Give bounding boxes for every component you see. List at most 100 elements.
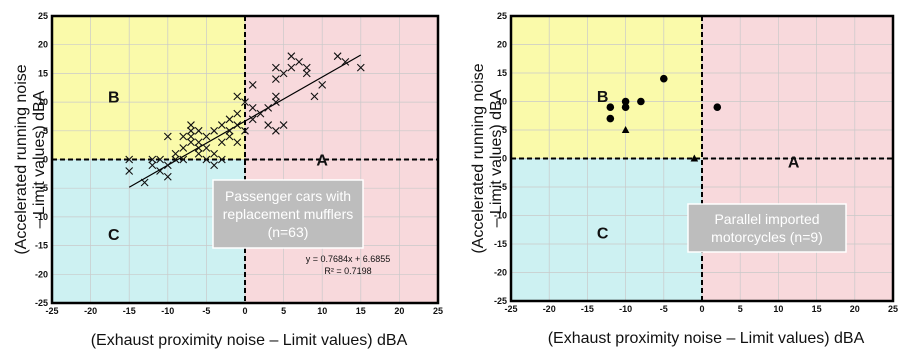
x-axis-label: (Exhaust proximity noise – Limit values)… (548, 330, 865, 347)
y-tick-label: 0 (43, 155, 48, 165)
data-point-x (333, 52, 342, 61)
data-point-x (194, 126, 203, 135)
quadrant-a-top-bg (702, 16, 893, 159)
x-tick-label: 5 (738, 304, 743, 314)
data-point-triangle (621, 126, 630, 133)
quadrant-b-bg (511, 16, 702, 159)
data-point-x (225, 126, 234, 135)
y-tick-label: 10 (38, 97, 48, 107)
data-point-x (148, 155, 157, 164)
x-tick-label: -15 (581, 304, 594, 314)
x-tick-label: 20 (394, 306, 404, 316)
data-point-x (318, 80, 327, 89)
annotation-text: replacement mufflers (223, 206, 353, 222)
data-point-x (271, 126, 280, 135)
data-point-x (256, 109, 265, 118)
data-point-x (356, 63, 365, 72)
data-point-x (225, 115, 234, 124)
x-tick-label: 15 (812, 304, 822, 314)
data-point-x (217, 138, 226, 147)
plot-frame (509, 14, 895, 303)
data-point-x (163, 172, 172, 181)
x-tick-label: -25 (504, 304, 517, 314)
y-axis-label: (Accelerated running noise – Limit values… (470, 63, 505, 253)
data-point-x (163, 161, 172, 170)
data-point-x (341, 58, 350, 66)
data-point-x (179, 144, 188, 152)
zone-label-b: B (597, 89, 609, 106)
data-point-x (171, 155, 180, 164)
x-tick-label: -20 (543, 304, 556, 314)
data-point-x (179, 132, 188, 141)
x-tick-label: -25 (45, 306, 58, 316)
zone-label-c: C (597, 226, 609, 243)
y-tick-label: 10 (497, 97, 507, 107)
data-point-circle (606, 114, 615, 123)
data-point-x (148, 161, 157, 170)
data-point-x (187, 121, 195, 129)
data-point-x (241, 126, 249, 135)
data-point-x (187, 126, 195, 135)
x-axis-label: (Exhaust proximity noise – Limit values)… (91, 332, 408, 349)
data-point-x (248, 115, 257, 124)
data-point-circle (713, 103, 722, 111)
x-tick-label: -5 (202, 306, 210, 316)
quadrant-c-bg (511, 158, 702, 301)
y-tick-label: 15 (38, 68, 48, 78)
x-tick-label: -10 (161, 306, 174, 316)
y-tick-label: 0 (502, 154, 507, 164)
y-tick-label: 25 (497, 11, 507, 21)
x-tick-label: 15 (356, 306, 366, 316)
annotation-text: motorcycles (n=9) (711, 229, 823, 245)
data-point-x (241, 98, 249, 106)
y-tick-label: 25 (38, 11, 48, 21)
quadrant-b-bg (52, 16, 245, 160)
zone-label-c: C (108, 227, 120, 244)
data-point-x (287, 63, 296, 72)
annotation-box (212, 179, 364, 249)
data-point-x (233, 92, 242, 101)
chart-1: -25 -20 -15 -10 -5 0 5 10 15 20 25 -25 -20 -15 -10 -5 0 5… (13, 11, 443, 349)
data-point-x (125, 167, 134, 175)
data-point-x (248, 103, 257, 112)
data-point-x (271, 63, 280, 72)
data-point-x (302, 69, 311, 78)
annotation-box (687, 203, 847, 253)
x-tick-label: -10 (619, 304, 632, 314)
data-point-x (233, 121, 242, 129)
annotation-text: (n=63) (268, 224, 309, 240)
data-point-x (156, 155, 164, 164)
y-axis-label-line1: (Accelerated running noise (470, 63, 487, 253)
data-point-x (271, 98, 280, 106)
data-point-x (295, 58, 303, 66)
y-tick-label: -15 (35, 241, 48, 251)
y-tick-label: 5 (502, 125, 507, 135)
data-point-circle (660, 74, 668, 83)
x-tick-label: -5 (660, 304, 668, 314)
data-point-x (179, 155, 188, 164)
y-tick-label: 5 (43, 126, 48, 136)
x-tick-label: 25 (433, 306, 443, 316)
y-tick-label: -20 (494, 268, 507, 278)
trendline-equation: y = 0.7684x + 6.6855 (306, 254, 391, 264)
x-tick-label: 0 (699, 304, 704, 314)
data-point-x (210, 126, 219, 135)
y-tick-label: -5 (499, 182, 507, 192)
x-tick-label: 20 (850, 304, 860, 314)
data-point-triangle (690, 154, 699, 162)
data-point-circle (606, 103, 615, 111)
data-point-x (264, 103, 273, 112)
x-tick-label: 25 (888, 304, 898, 314)
y-tick-label: -15 (494, 239, 507, 249)
y-tick-label: -25 (494, 296, 507, 306)
x-tick-label: 0 (242, 306, 247, 316)
data-point-x (264, 121, 273, 129)
zone-label-a: A (316, 153, 328, 170)
data-point-x (202, 155, 211, 164)
data-point-x (271, 92, 280, 101)
x-tick-label: 5 (281, 306, 286, 316)
y-tick-label: -5 (40, 183, 48, 193)
data-point-x (279, 121, 288, 129)
data-point-x (217, 155, 226, 164)
zone-label-b: B (108, 89, 120, 106)
